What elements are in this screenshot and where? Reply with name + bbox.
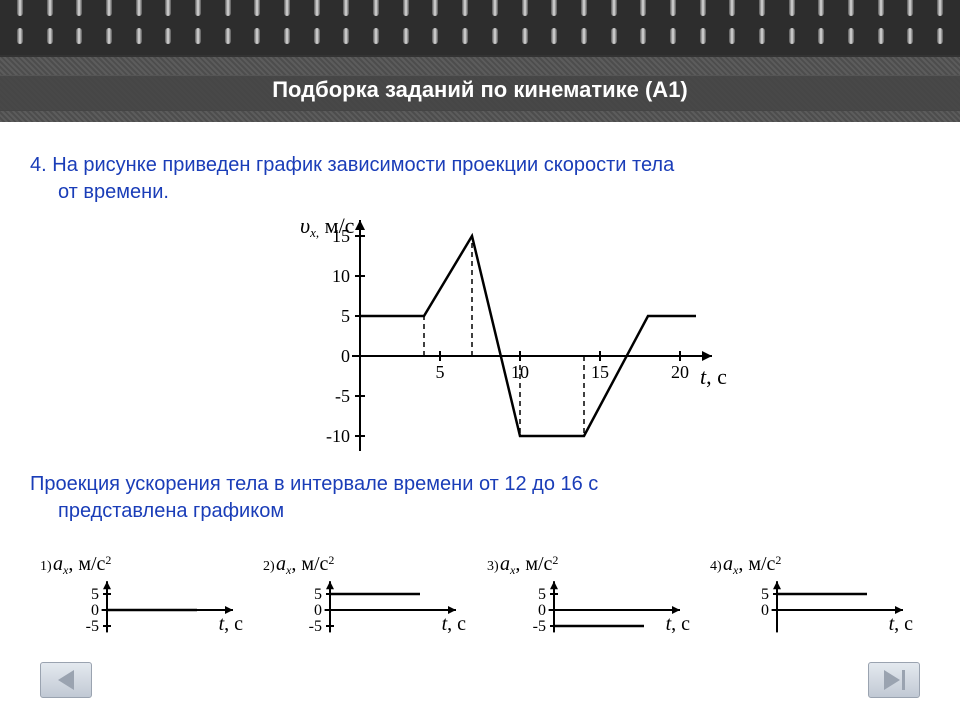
svg-text:ax, м/с2: ax, м/с2: [723, 553, 781, 577]
svg-text:υx, м/с: υx, м/с: [300, 213, 355, 240]
page-title: Подборка заданий по кинематике (А1): [272, 77, 688, 103]
svg-text:0: 0: [761, 602, 769, 619]
svg-text:t, с: t, с: [219, 613, 244, 635]
answer-graph-3: 50-5 3)ax, м/с2 t, с: [482, 540, 702, 650]
svg-text:5: 5: [314, 586, 322, 603]
svg-text:ax, м/с2: ax, м/с2: [53, 553, 111, 577]
answer-graph-2: 50-5 2)ax, м/с2 t, с: [258, 540, 478, 650]
svg-text:t, с: t, с: [889, 613, 914, 635]
svg-text:0: 0: [91, 602, 99, 619]
navigation: [0, 662, 960, 698]
velocity-time-graph: -10-50510155101520υx, м/сt, с: [230, 201, 730, 451]
next-button[interactable]: [868, 662, 920, 698]
svg-text:-5: -5: [309, 618, 322, 635]
svg-text:2): 2): [263, 559, 275, 574]
answer-option-1[interactable]: 50-5 1)ax, м/с2 t, с: [35, 540, 255, 655]
svg-text:-5: -5: [532, 618, 545, 635]
svg-text:0: 0: [538, 602, 546, 619]
answer-options: 50-51)ax, м/с2t, с 50-52)ax, м/с2t, с 50…: [30, 540, 930, 655]
svg-text:10: 10: [332, 266, 350, 286]
content-area: 4. На рисунке приведен график зависимост…: [0, 122, 960, 655]
svg-text:0: 0: [314, 602, 322, 619]
question-number: 4.: [30, 154, 47, 176]
svg-text:20: 20: [671, 362, 689, 382]
svg-text:ax, м/с2: ax, м/с2: [276, 553, 334, 577]
answer-option-4[interactable]: 50 4)ax, м/с2 t, с: [705, 540, 925, 655]
main-chart: -10-50510155101520υx, м/сt, с: [30, 201, 930, 451]
spiral-binding: [0, 0, 960, 55]
svg-text:5: 5: [91, 586, 99, 603]
svg-text:5: 5: [761, 586, 769, 603]
svg-text:15: 15: [591, 362, 609, 382]
answer-prompt: Проекция ускорения тела в интервале врем…: [30, 471, 930, 525]
answer-graph-1: 50-5 1)ax, м/с2 t, с: [35, 540, 255, 650]
header-bar: Подборка заданий по кинематике (А1): [0, 55, 960, 122]
svg-text:t, с: t, с: [700, 364, 727, 389]
svg-text:5: 5: [341, 306, 350, 326]
svg-text:0: 0: [341, 346, 350, 366]
answer-graph-4: 50 4)ax, м/с2 t, с: [705, 540, 925, 650]
question-line-1: На рисунке приведен график зависимости п…: [52, 154, 674, 176]
prev-button[interactable]: [40, 662, 92, 698]
question-text: 4. На рисунке приведен график зависимост…: [30, 152, 930, 179]
svg-text:4): 4): [710, 559, 722, 574]
svg-text:1): 1): [40, 559, 52, 574]
svg-text:-5: -5: [335, 386, 350, 406]
arrow-left-icon: [58, 670, 74, 690]
arrow-right-icon: [884, 670, 900, 690]
svg-text:3): 3): [487, 559, 499, 574]
svg-text:t, с: t, с: [442, 613, 467, 635]
answer-option-2[interactable]: 50-5 2)ax, м/с2 t, с: [258, 540, 478, 655]
svg-text:5: 5: [436, 362, 445, 382]
answer-option-3[interactable]: 50-5 3)ax, м/с2 t, с: [482, 540, 702, 655]
svg-text:-5: -5: [86, 618, 99, 635]
svg-text:-10: -10: [326, 426, 350, 446]
svg-text:5: 5: [538, 586, 546, 603]
svg-text:t, с: t, с: [665, 613, 690, 635]
svg-text:ax, м/с2: ax, м/с2: [500, 553, 558, 577]
